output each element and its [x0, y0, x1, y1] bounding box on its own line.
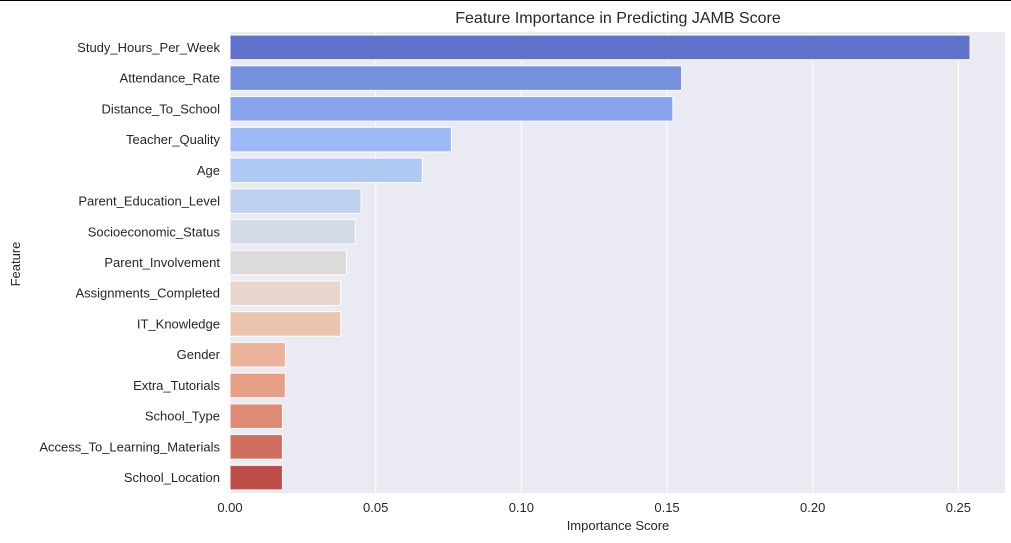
y-tick-label: Teacher_Quality — [126, 132, 220, 147]
bar-assignments-completed — [229, 280, 342, 307]
y-tick-label: Socioeconomic_Status — [88, 224, 221, 239]
bars — [229, 34, 971, 491]
bar-socioeconomic-status — [229, 218, 356, 245]
y-tick-label: Gender — [177, 347, 221, 362]
bar-age — [229, 157, 423, 184]
bar-school-type — [229, 403, 283, 429]
x-tick-label: 0.15 — [654, 500, 679, 515]
bar-extra-tutorials — [229, 372, 286, 399]
y-tick-label: Extra_Tutorials — [133, 378, 220, 393]
y-tick-labels: Study_Hours_Per_Week Attendance_Rate Dista… — [39, 40, 220, 485]
y-tick-label: Parent_Education_Level — [78, 194, 220, 209]
x-tick-label: 0.05 — [363, 500, 388, 515]
bar-study-hours-per-week — [229, 34, 971, 61]
y-tick-label: Attendance_Rate — [120, 71, 220, 86]
bar-access-to-learning-materials — [229, 434, 283, 460]
x-axis-label: Importance Score — [567, 518, 670, 533]
y-tick-label: Study_Hours_Per_Week — [77, 40, 220, 55]
y-tick-label: Access_To_Learning_Materials — [39, 439, 220, 454]
bar-school-location — [229, 464, 283, 491]
y-tick-label: Age — [197, 163, 220, 178]
bar-teacher-quality — [229, 126, 452, 153]
y-tick-label: Assignments_Completed — [75, 286, 220, 301]
x-tick-labels: 0.00 0.05 0.10 0.15 0.20 0.25 — [217, 500, 971, 515]
bar-parent-involvement — [229, 249, 348, 276]
bar-it-knowledge — [229, 311, 342, 337]
x-tick-label: 0.20 — [800, 500, 825, 515]
y-axis-label: Feature — [8, 242, 23, 287]
y-tick-label: School_Type — [145, 409, 220, 424]
y-tick-label: School_Location — [124, 470, 220, 485]
bar-parent-education-level — [229, 188, 362, 214]
chart-title: Feature Importance in Predicting JAMB Sc… — [455, 10, 781, 27]
x-tick-label: 0.00 — [217, 500, 242, 515]
y-tick-label: IT_Knowledge — [137, 316, 220, 331]
bar-gender — [229, 341, 286, 368]
y-tick-label: Parent_Involvement — [104, 255, 220, 270]
top-border-line — [0, 0, 1011, 1]
bar-attendance-rate — [229, 65, 683, 91]
y-tick-label: Distance_To_School — [101, 101, 220, 116]
x-tick-label: 0.25 — [946, 500, 971, 515]
bar-distance-to-school — [229, 96, 674, 122]
x-tick-label: 0.10 — [509, 500, 534, 515]
